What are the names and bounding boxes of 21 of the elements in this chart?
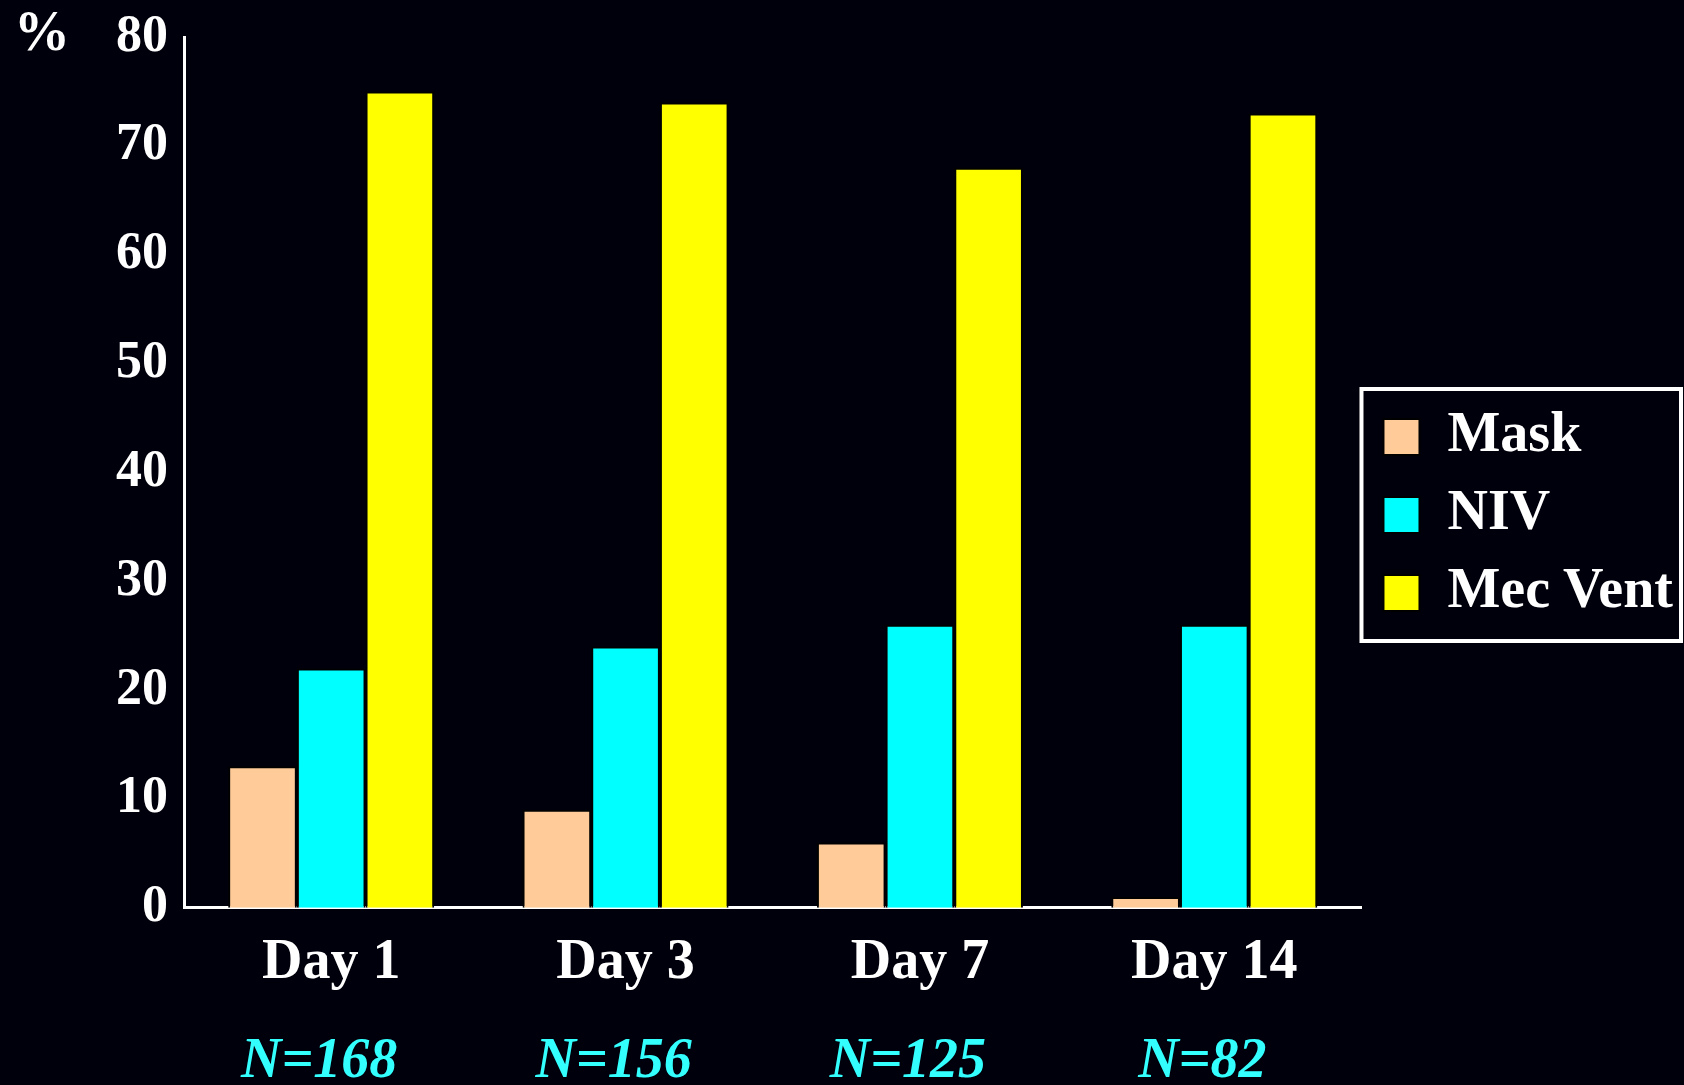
y-tick-label: 70 xyxy=(116,113,168,171)
text: N=82 xyxy=(1137,1027,1267,1085)
x-tick-label: Day 3 xyxy=(556,927,695,990)
y-tick-label: 80 xyxy=(116,4,168,62)
y-tick-label: 0 xyxy=(142,875,168,933)
text: N=168 xyxy=(240,1027,398,1085)
legend-label: Mask xyxy=(1447,401,1583,464)
x-tick-label: Day 7 xyxy=(850,927,990,990)
text: N=156 xyxy=(534,1027,692,1085)
y-axis-title: % xyxy=(14,0,70,63)
y-tick-label: 10 xyxy=(116,766,168,824)
x-tick-label: Day 14 xyxy=(1131,927,1298,990)
y-tick-label: 20 xyxy=(116,657,168,715)
legend-label: NIV xyxy=(1447,479,1551,542)
x-tick-label: Day 1 xyxy=(261,927,401,990)
y-tick-label: 60 xyxy=(116,222,168,280)
text: N=125 xyxy=(828,1027,987,1085)
y-tick-label: 30 xyxy=(116,548,168,606)
y-tick-label: 50 xyxy=(116,331,168,389)
y-tick-label: 40 xyxy=(116,439,168,497)
legend-label: Mec Vent xyxy=(1447,557,1674,620)
